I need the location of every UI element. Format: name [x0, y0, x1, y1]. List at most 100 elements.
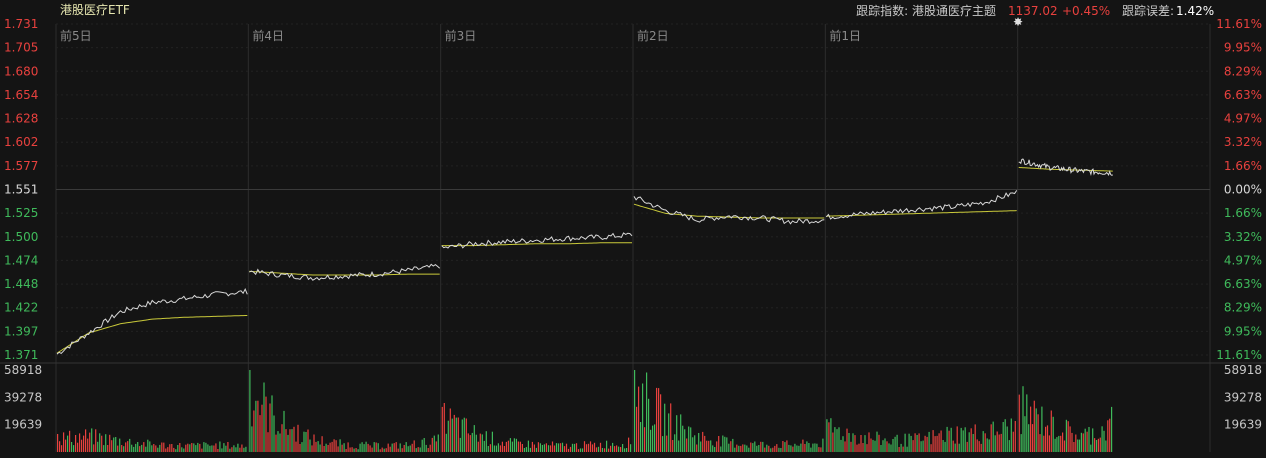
volume-bar — [686, 438, 688, 452]
volume-bar — [517, 441, 519, 452]
volume-bar — [217, 449, 219, 452]
volume-bar — [984, 433, 986, 452]
volume-bar — [756, 445, 758, 452]
volume-bar — [599, 442, 602, 452]
volume-bar — [421, 439, 423, 452]
volume-bar — [93, 444, 95, 452]
volume-bar — [487, 446, 489, 452]
volume-bar — [415, 448, 417, 452]
volume-bar — [782, 441, 784, 452]
tracking-error-label: 跟踪误差: — [1122, 4, 1174, 18]
volume-bar — [169, 444, 171, 452]
volume-bar — [431, 437, 433, 452]
volume-bar — [1035, 408, 1037, 452]
volume-bar — [455, 417, 457, 452]
volume-bar — [109, 434, 111, 452]
volume-bar — [900, 443, 902, 452]
volume-bar — [483, 440, 485, 452]
index-change: +0.45% — [1062, 4, 1110, 18]
volume-bar — [1075, 434, 1077, 452]
price-tick-label: 1.602 — [4, 135, 38, 149]
volume-bar — [664, 403, 666, 452]
volume-bar — [852, 433, 854, 452]
volume-bar — [301, 442, 303, 452]
volume-bar — [814, 443, 816, 452]
percent-tick-label: 9.95% — [1224, 41, 1262, 55]
volume-bar — [1022, 386, 1024, 452]
volume-bar — [854, 435, 856, 452]
volume-bar — [914, 433, 916, 452]
volume-bar — [469, 435, 471, 452]
volume-bar — [105, 434, 107, 452]
volume-bar — [1077, 439, 1079, 452]
volume-bar — [297, 424, 299, 452]
volume-bar — [543, 444, 545, 452]
volume-bar — [177, 445, 179, 452]
volume-bar — [724, 436, 726, 452]
volume-bar — [269, 403, 271, 452]
star-icon: ✸ — [1013, 15, 1023, 29]
volume-bar — [127, 441, 129, 452]
volume-bar — [309, 439, 311, 452]
volume-bar — [1071, 432, 1073, 452]
volume-bar — [836, 429, 838, 452]
volume-bar — [634, 370, 636, 452]
volume-bar — [1094, 438, 1096, 452]
volume-bar — [583, 441, 586, 452]
volume-bar — [1050, 410, 1052, 452]
volume-bar — [473, 425, 475, 452]
volume-bar — [365, 441, 367, 452]
volume-bar — [750, 442, 752, 452]
volume-bar — [670, 403, 672, 452]
price-tick-label: 1.628 — [4, 112, 38, 126]
volume-bar — [75, 435, 77, 452]
volume-bar — [313, 434, 315, 452]
volume-bar — [990, 424, 992, 452]
volume-bar — [934, 436, 936, 452]
volume-bar — [726, 437, 728, 452]
volume-bar — [291, 429, 293, 452]
volume-bar — [1065, 419, 1067, 452]
volume-bar — [776, 444, 778, 452]
price-tick-label: 1.474 — [4, 253, 38, 267]
volume-bar — [792, 446, 794, 452]
volume-bar — [648, 398, 650, 452]
volume-bar — [323, 446, 325, 452]
volume-bar — [465, 418, 467, 452]
volume-bar — [778, 447, 780, 452]
volume-bar — [882, 440, 884, 452]
volume-bar — [333, 439, 335, 452]
volume-bar — [904, 433, 906, 452]
volume-bar — [1063, 440, 1066, 452]
volume-bar — [249, 370, 251, 452]
price-tick-label: 1.448 — [4, 277, 38, 291]
volume-bar — [1043, 435, 1045, 452]
average-line — [826, 210, 1017, 217]
volume-bar — [1026, 394, 1028, 452]
volume-bar — [479, 433, 481, 452]
volume-bar — [1024, 416, 1026, 452]
volume-bar — [718, 436, 720, 452]
volume-tick-label: 39278 — [4, 390, 42, 404]
volume-bar — [864, 435, 866, 452]
day-labels: 前5日 前4日 前3日 前2日 前1日 — [60, 28, 861, 43]
volume-bar — [81, 439, 83, 452]
volume-bar — [972, 434, 974, 452]
volume-bar — [523, 448, 525, 452]
volume-bar — [1062, 432, 1064, 452]
volume-bar — [1056, 437, 1058, 452]
volume-bar — [828, 422, 830, 452]
volume-bar — [932, 430, 934, 452]
volume-bar — [359, 443, 361, 452]
percent-tick-label: 8.29% — [1224, 64, 1262, 78]
volume-bar — [646, 372, 648, 452]
volume-bar — [706, 440, 708, 452]
volume-bar — [822, 438, 824, 452]
volume-bar — [561, 442, 564, 452]
volume-bar — [956, 426, 958, 452]
volume-bar — [1082, 433, 1084, 452]
volume-bar — [636, 406, 638, 452]
volume-bar — [1092, 428, 1094, 452]
percent-tick-label: 3.32% — [1224, 135, 1262, 149]
volume-bar — [876, 431, 878, 452]
